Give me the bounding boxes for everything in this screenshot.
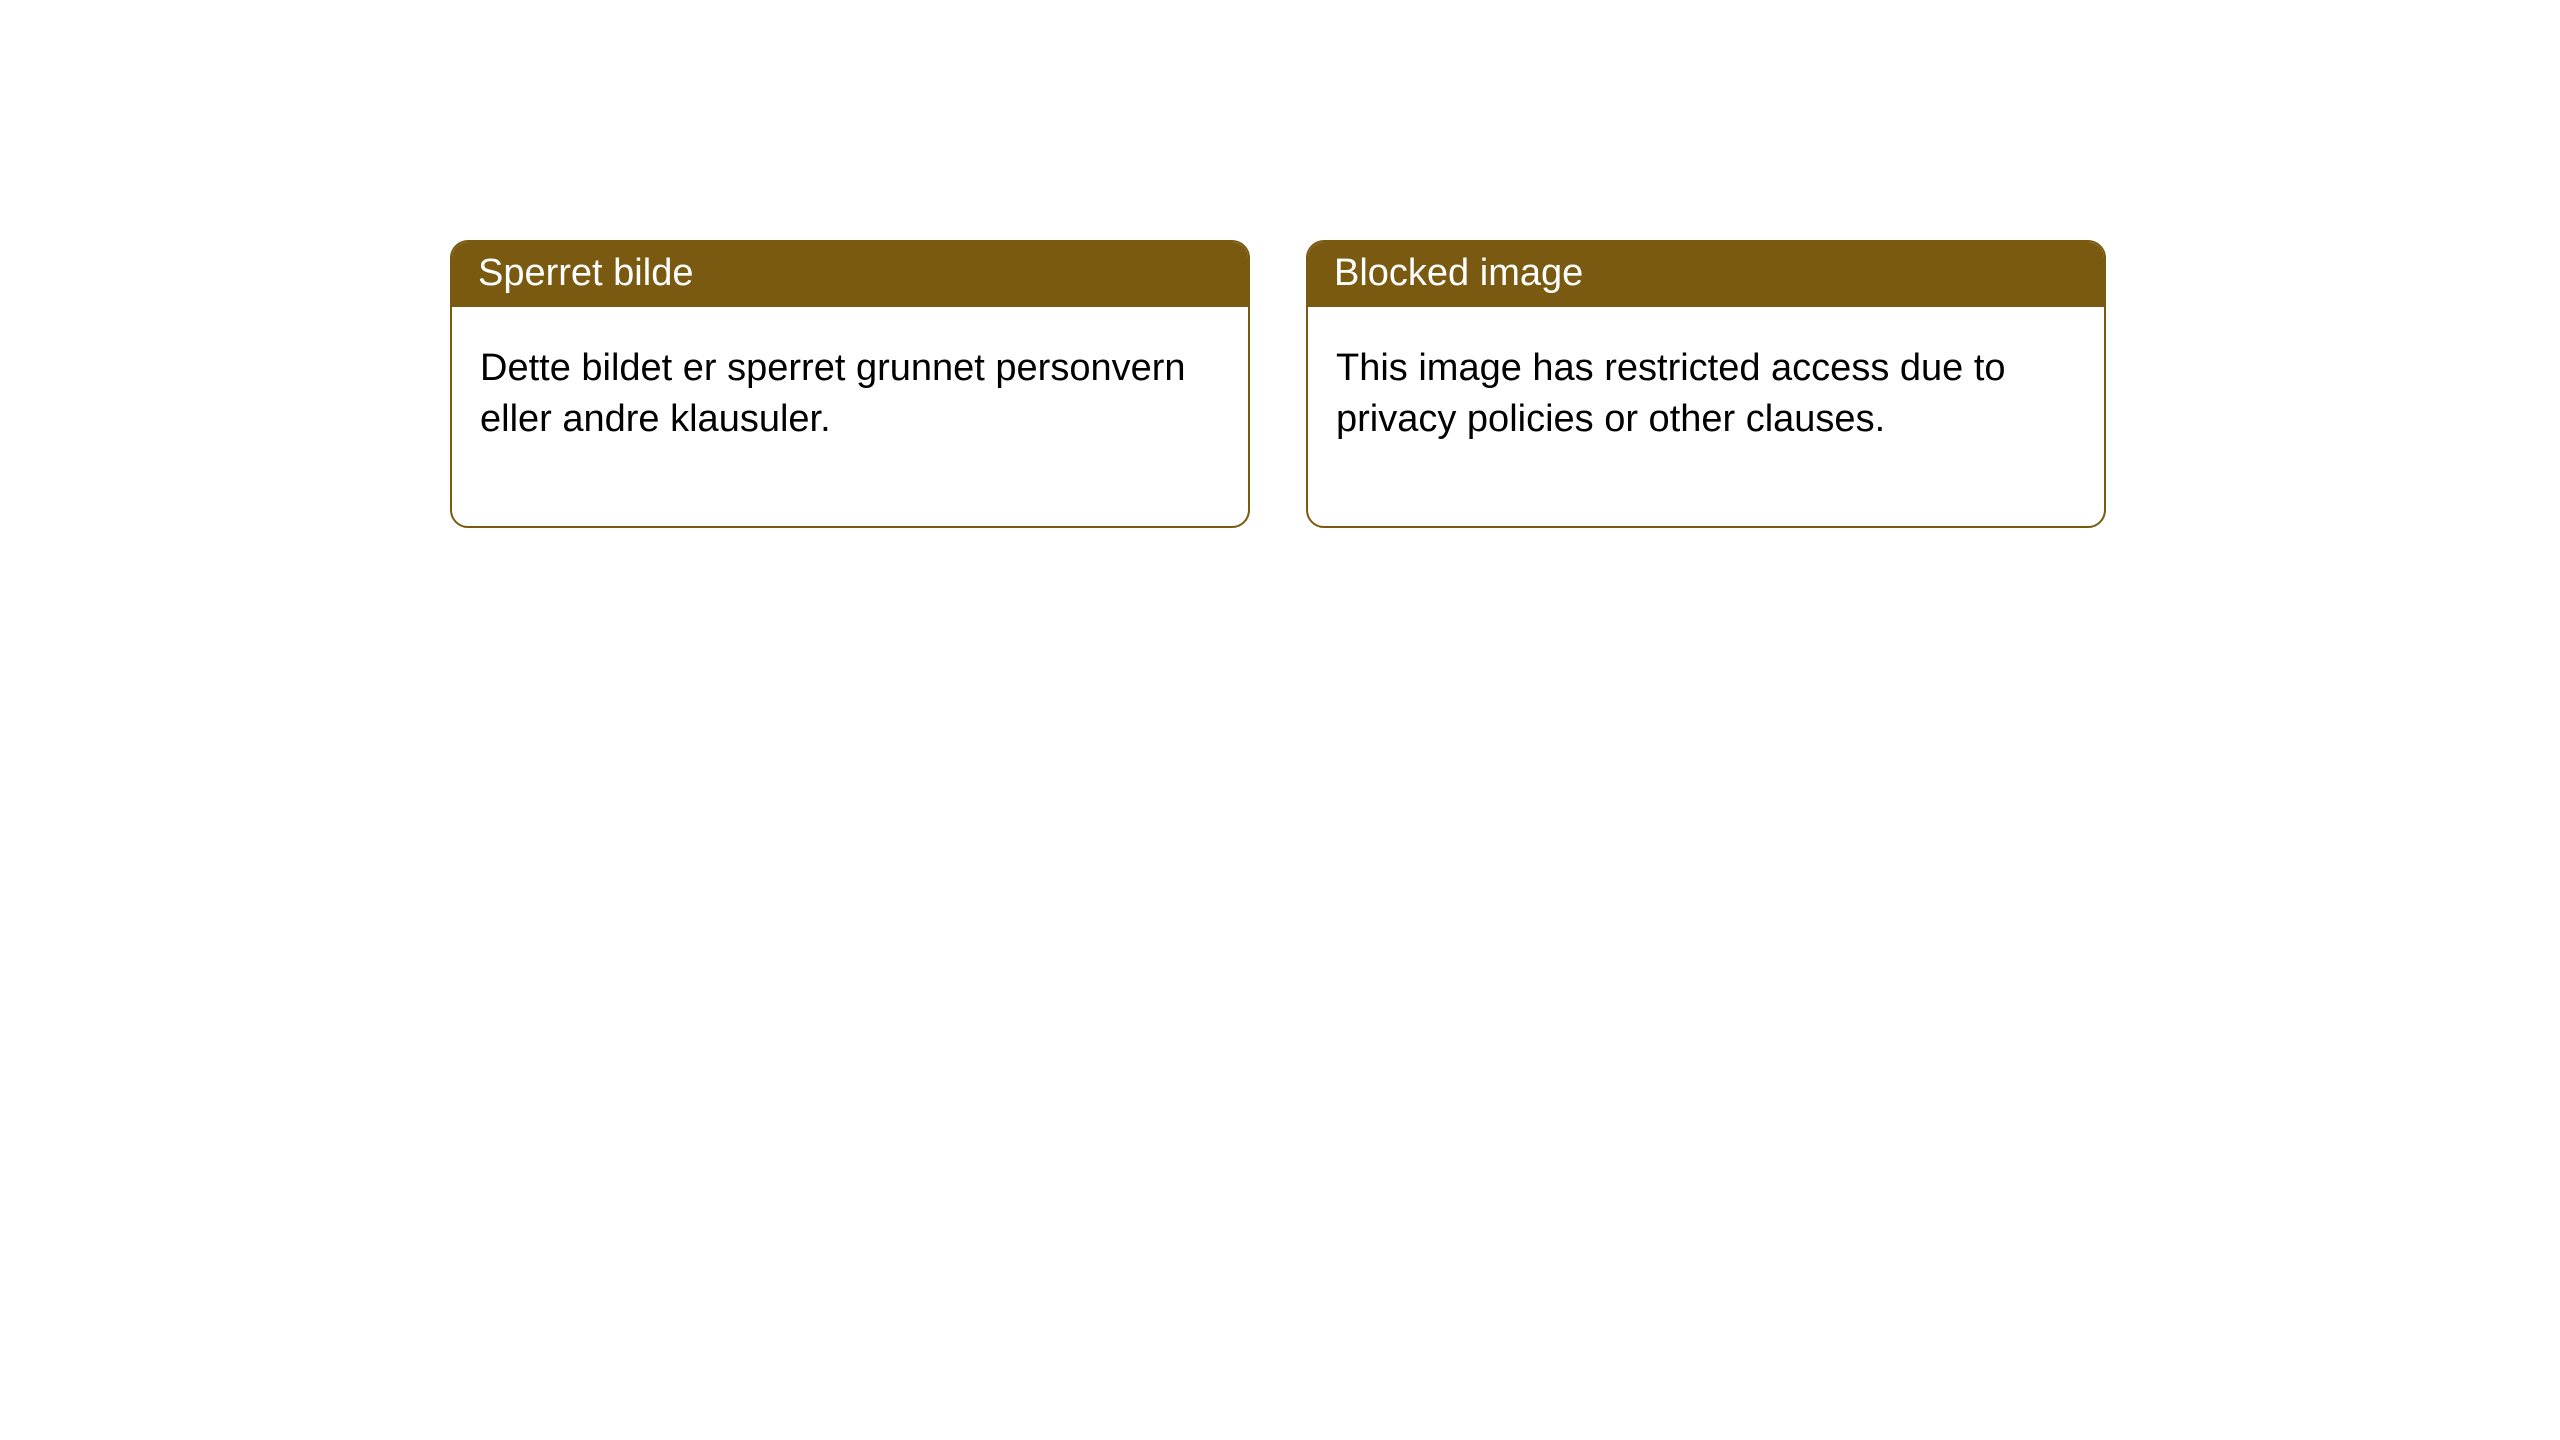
- card-body: Dette bildet er sperret grunnet personve…: [452, 307, 1248, 526]
- card-header: Sperret bilde: [452, 242, 1248, 307]
- card-body: This image has restricted access due to …: [1308, 307, 2104, 526]
- card-header-title: Blocked image: [1334, 252, 1583, 294]
- card-header: Blocked image: [1308, 242, 2104, 307]
- card-header-title: Sperret bilde: [478, 252, 693, 294]
- cards-container: Sperret bilde Dette bildet er sperret gr…: [450, 240, 2560, 528]
- notice-card-norwegian: Sperret bilde Dette bildet er sperret gr…: [450, 240, 1250, 528]
- card-body-text: This image has restricted access due to …: [1336, 347, 2006, 440]
- card-body-text: Dette bildet er sperret grunnet personve…: [480, 347, 1186, 440]
- notice-card-english: Blocked image This image has restricted …: [1306, 240, 2106, 528]
